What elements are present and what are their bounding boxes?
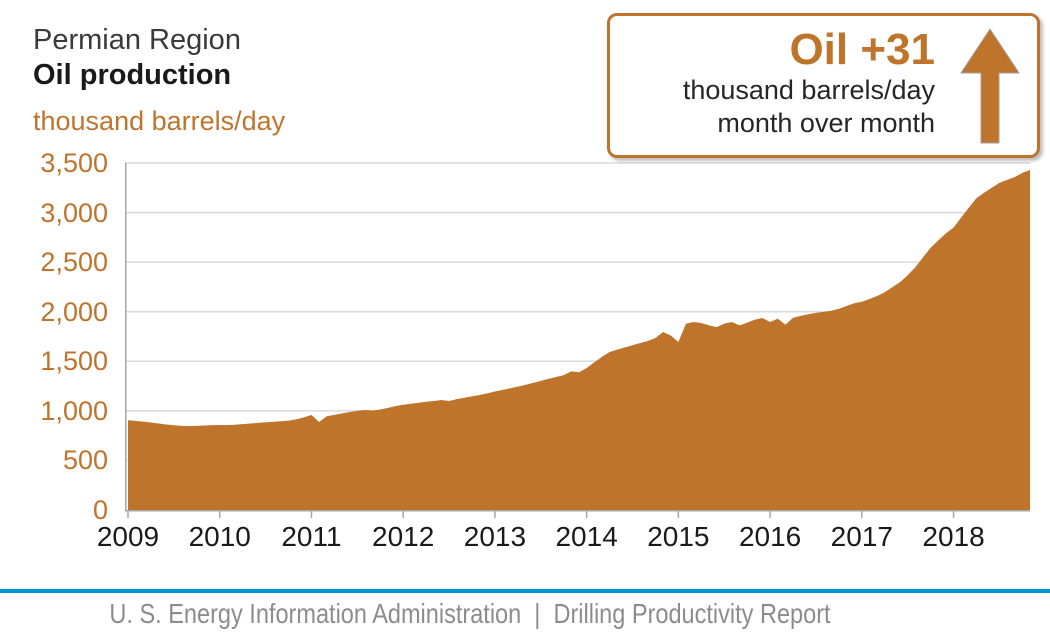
area-chart	[125, 162, 1030, 518]
x-axis-tick-label: 2016	[738, 521, 802, 552]
x-axis-tick-label: 2018	[922, 521, 985, 552]
y-axis-units-label: thousand barrels/day	[33, 106, 286, 136]
y-axis-tick-label: 3,000	[40, 197, 108, 228]
y-axis-tick-label: 0	[92, 495, 108, 525]
oil-production-area-series	[128, 169, 1030, 510]
x-axis-tick-label: 2017	[830, 521, 893, 552]
x-axis-tick-label: 2009	[96, 521, 160, 552]
callout-units-line: thousand barrels/day	[682, 75, 935, 105]
y-axis-tick-label: 500	[62, 445, 108, 476]
chart-region-title: Permian Region	[33, 24, 241, 56]
y-axis-tick-label: 1,500	[40, 346, 108, 377]
title-block: Permian Region Oil production thousand b…	[33, 24, 285, 136]
y-axis-tick-label: 3,500	[40, 148, 108, 178]
x-axis-tick-label: 2010	[188, 521, 251, 552]
x-axis-tick-label: 2015	[647, 521, 710, 552]
footer-attribution: U. S. Energy Information Administration …	[109, 598, 831, 629]
month-over-month-callout: Oil +31 thousand barrels/day month over …	[607, 13, 1040, 158]
callout-text-block: Oil +31 thousand barrels/day month over …	[610, 16, 951, 155]
plot-area	[125, 140, 1032, 520]
x-axis-tick-label: 2011	[281, 521, 342, 552]
x-axis-tick-label: 2013	[463, 521, 527, 552]
y-axis-tick-label: 2,000	[40, 296, 108, 327]
x-axis-tick-label: 2012	[372, 521, 435, 552]
callout-period-line: month over month	[717, 108, 935, 138]
chart-metric-title: Oil production	[33, 59, 232, 91]
y-axis-tick-label: 2,500	[40, 247, 108, 278]
footer-divider-line	[0, 589, 1050, 593]
callout-change-value: Oil +31	[789, 25, 935, 74]
up-arrow-icon	[951, 16, 1037, 155]
y-axis-tick-label: 1,000	[40, 395, 108, 426]
x-axis-tick-label: 2014	[555, 521, 618, 552]
